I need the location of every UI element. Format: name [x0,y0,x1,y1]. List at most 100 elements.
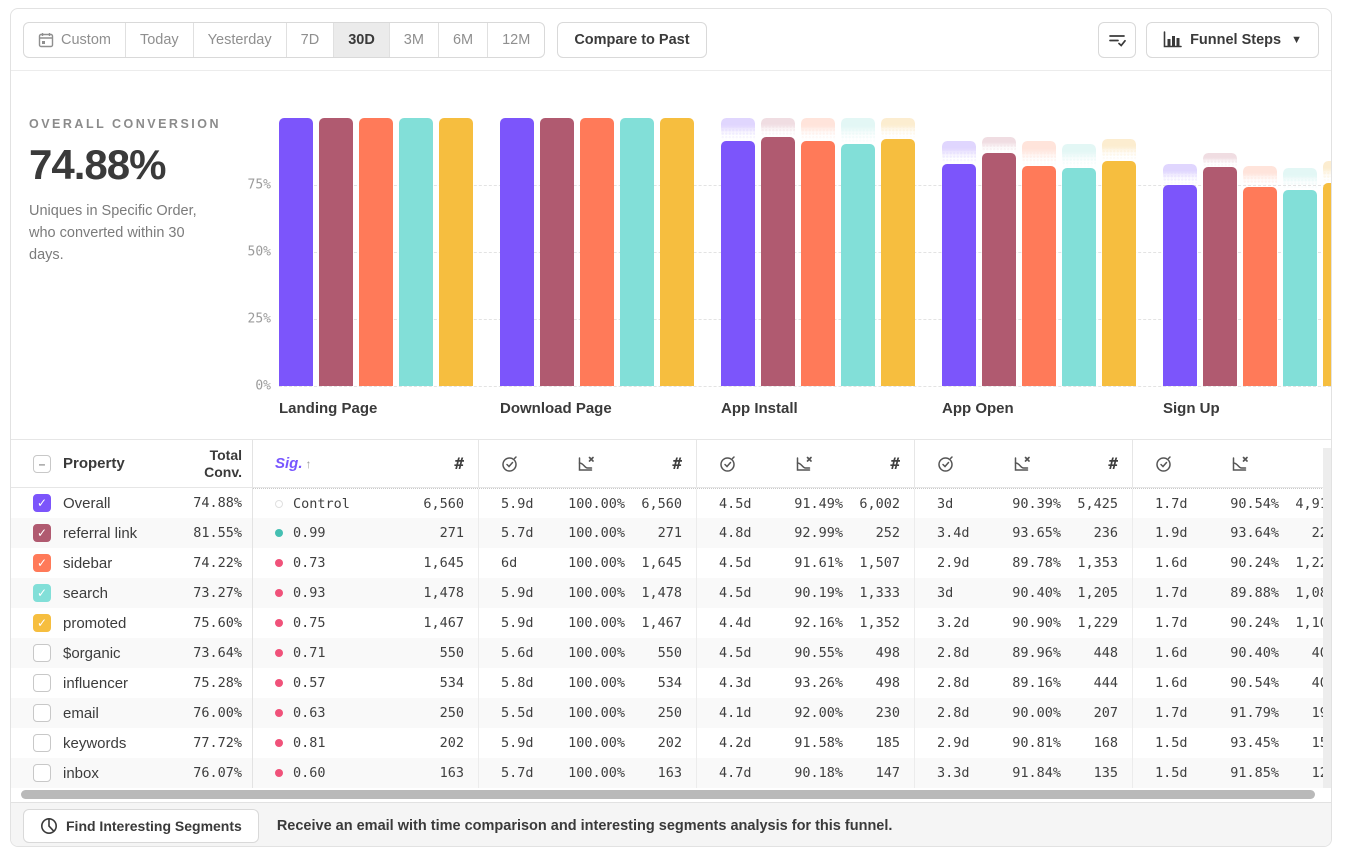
count-column-header[interactable]: # [454,454,464,473]
conversion-rate: 100.00% [568,495,625,512]
table-scroll-area[interactable]: Sig. ↑ # # [253,440,1331,788]
find-interesting-segments-button[interactable]: Find Interesting Segments [23,809,259,843]
table-row[interactable]: ✓ sidebar 74.22% [11,548,252,578]
date-range-12m[interactable]: 12M [502,31,531,48]
conversion-rate: 91.61% [794,555,843,571]
property-checkbox[interactable] [33,764,51,782]
compare-to-past-button[interactable]: Compare to Past [557,21,707,58]
funnel-bar-referral-link[interactable] [540,118,574,386]
table-row-values[interactable]: 0.57 534 5.8d 100.00% 534 4.3d 93.26% 498 2.8d 89… [253,668,1331,698]
table-row[interactable]: $organic 73.64% [11,638,252,668]
funnel-bar-overall[interactable] [942,164,976,386]
date-range-3m[interactable]: 3M [390,22,439,57]
funnel-bar-referral-link[interactable] [319,118,353,386]
property-name: sidebar [63,554,113,572]
table-row[interactable]: ✓ referral link 81.55% [11,518,252,548]
table-row[interactable]: ✓ Overall 74.88% [11,488,252,518]
funnel-bar-search[interactable] [841,144,875,386]
table-row[interactable]: email 76.00% [11,698,252,728]
significance-dot [275,679,283,687]
table-left-panel: – Property Total Conv. ✓ Overall 74.88% ✓ ref… [11,440,253,788]
step-count: 163 [657,765,682,781]
property-checkbox[interactable] [33,644,51,662]
date-range-7d[interactable]: 7D [287,22,335,57]
property-checkbox[interactable] [33,704,51,722]
funnel-bar-sidebar[interactable] [1022,165,1056,386]
funnel-bar-search[interactable] [399,118,433,386]
time-to-convert: 2.8d [937,645,970,661]
funnel-bar-overall[interactable] [279,118,313,386]
step-count: 271 [439,525,464,541]
funnel-bar-sidebar[interactable] [1243,187,1277,386]
step-count: 550 [657,645,682,661]
table-row-values[interactable]: 0.93 1,478 5.9d 100.00% 1,478 4.5d 90.19% 1,333… [253,578,1331,608]
date-range-custom[interactable]: Custom [24,22,126,57]
vertical-scrollbar-track[interactable] [1323,448,1331,788]
y-axis: 75% 50% 25% 0% [235,118,279,394]
property-name: influencer [63,674,129,692]
date-range-30d[interactable]: 30D [334,22,390,57]
table-row[interactable]: ✓ search 73.27% [11,578,252,608]
table-row[interactable]: ✓ promoted 75.60% [11,608,252,638]
funnel-bar-referral-link[interactable] [982,152,1016,386]
count-column-header[interactable]: # [1108,454,1118,473]
funnel-step-label: App Open [942,400,1014,417]
horizontal-scrollbar-thumb[interactable] [21,790,1315,799]
time-to-convert: 4.5d [719,495,752,512]
funnel-bar-search[interactable] [1283,189,1317,386]
date-range-today[interactable]: Today [126,22,194,57]
funnel-bar-overall[interactable] [721,140,755,386]
property-checkbox[interactable]: ✓ [33,524,51,542]
date-range-6m[interactable]: 6M [439,22,489,57]
time-to-convert: 5.8d [501,675,534,691]
select-all-checkbox[interactable]: – [33,454,51,473]
table-row[interactable]: keywords 77.72% [11,728,252,758]
step-count: 1,109 [1295,615,1331,631]
funnel-bar-overall[interactable] [500,118,534,386]
funnel-bar-search[interactable] [620,118,654,386]
funnel-bar-overall[interactable] [1163,185,1197,386]
conversion-rate: 90.55% [794,645,843,661]
funnel-bar-promoted[interactable] [1102,161,1136,386]
funnel-bar-referral-link[interactable] [761,136,795,386]
conversion-rate-icon [795,455,814,473]
property-checkbox[interactable]: ✓ [33,554,51,572]
total-conversion-value: 76.07% [193,765,242,781]
table-row[interactable]: influencer 75.28% [11,668,252,698]
funnel-bar-sidebar[interactable] [580,118,614,386]
conversion-rate: 90.40% [1012,585,1061,601]
funnel-bar-promoted[interactable] [1323,183,1331,386]
property-checkbox[interactable]: ✓ [33,584,51,602]
dropoff-ghost-bar [1102,139,1136,162]
table-row-values[interactable]: 0.75 1,467 5.9d 100.00% 1,467 4.4d 92.16% 1,352… [253,608,1331,638]
funnel-bar-promoted[interactable] [439,118,473,386]
funnel-bar-promoted[interactable] [881,139,915,386]
table-row-values[interactable]: 0.60 163 5.7d 100.00% 163 4.7d 90.18% 147 3.3d 91… [253,758,1331,788]
table-row-values[interactable]: 0.99 271 5.7d 100.00% 271 4.8d 92.99% 252 3.4d 93… [253,518,1331,548]
property-checkbox[interactable]: ✓ [33,614,51,632]
table-row-values[interactable]: 0.71 550 5.6d 100.00% 550 4.5d 90.55% 498 2.8d 89… [253,638,1331,668]
table-row-values[interactable]: Control 6,560 5.9d 100.00% 6,560 4.5d 91.49% 6,… [253,488,1331,518]
property-checkbox[interactable] [33,734,51,752]
step-count: 444 [1093,675,1118,691]
funnel-bar-sidebar[interactable] [801,140,835,386]
funnel-bar-referral-link[interactable] [1203,167,1237,386]
property-name: Overall [63,494,111,512]
table-row-values[interactable]: 0.81 202 5.9d 100.00% 202 4.2d 91.58% 185 2.9d 90… [253,728,1331,758]
table-row[interactable]: inbox 76.07% [11,758,252,788]
chart-type-dropdown[interactable]: Funnel Steps ▼ [1146,21,1319,58]
filter-list-button[interactable] [1098,21,1137,58]
count-column-header[interactable]: # [890,454,900,473]
step-count: 230 [875,705,900,721]
count-column-header[interactable]: # [672,454,682,473]
table-row-values[interactable]: 0.63 250 5.5d 100.00% 250 4.1d 92.00% 230 2.8d 90… [253,698,1331,728]
property-checkbox[interactable]: ✓ [33,494,51,512]
table-row-values[interactable]: 0.73 1,645 6d 100.00% 1,645 4.5d 91.61% 1,507 2.… [253,548,1331,578]
date-range-yesterday[interactable]: Yesterday [194,22,287,57]
funnel-bar-sidebar[interactable] [359,118,393,386]
property-checkbox[interactable] [33,674,51,692]
significance-column-header[interactable]: Sig. ↑ [275,455,312,472]
time-to-convert: 5.9d [501,495,534,512]
funnel-bar-promoted[interactable] [660,118,694,386]
funnel-bar-search[interactable] [1062,167,1096,386]
